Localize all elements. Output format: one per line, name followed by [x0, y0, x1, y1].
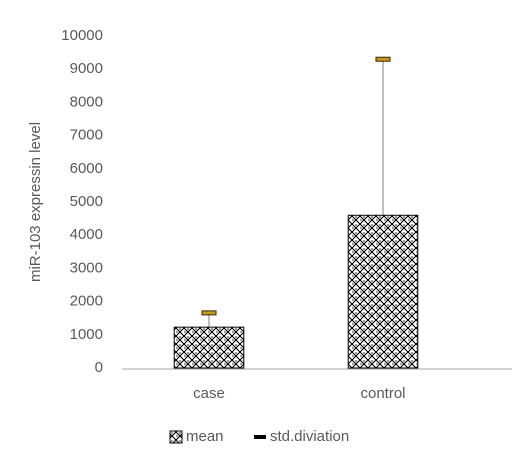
y-tick-label: 0 — [95, 359, 103, 376]
y-tick-label: 2000 — [70, 293, 103, 310]
error-cap — [201, 310, 217, 316]
bar — [347, 214, 419, 369]
y-tick-label: 6000 — [70, 160, 103, 177]
y-tick-label: 1000 — [70, 326, 103, 343]
x-tick-label: control — [360, 385, 405, 402]
y-tick-label: 9000 — [70, 60, 103, 77]
y-tick-label: 10000 — [61, 27, 103, 44]
legend-label: std.diviation — [270, 428, 349, 445]
legend-label: mean — [186, 428, 224, 445]
y-tick-label: 8000 — [70, 93, 103, 110]
y-tick-label: 7000 — [70, 127, 103, 144]
bar — [173, 326, 245, 369]
error-cap — [375, 56, 391, 62]
y-tick-label: 3000 — [70, 259, 103, 276]
legend-swatch — [169, 430, 183, 444]
y-tick-label: 4000 — [70, 226, 103, 243]
x-tick-label: case — [193, 385, 225, 402]
y-tick-label: 5000 — [70, 193, 103, 210]
y-axis-label: miR-103 expressin level — [27, 122, 44, 282]
legend-swatch — [254, 435, 266, 439]
